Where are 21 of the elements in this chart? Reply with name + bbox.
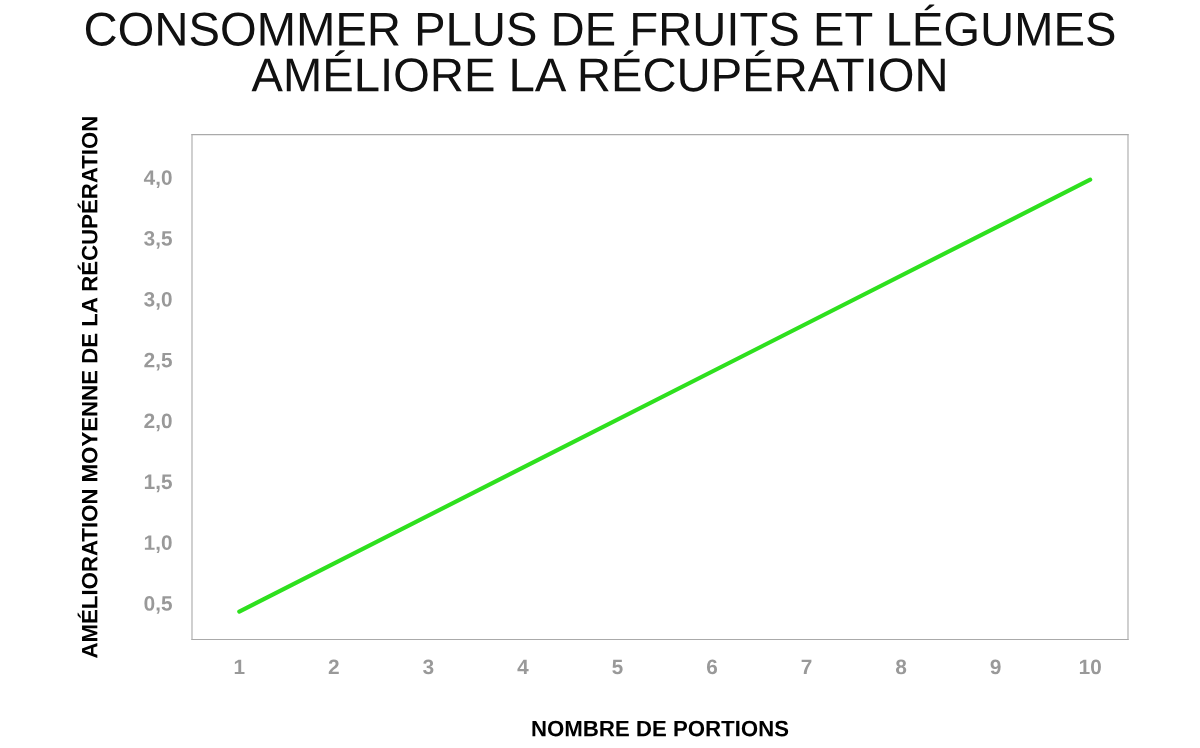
x-tick-label: 2 bbox=[328, 659, 339, 675]
x-tick-label: 1 bbox=[234, 659, 245, 675]
x-tick-label: 6 bbox=[706, 659, 718, 675]
x-tick-label: 4 bbox=[517, 659, 529, 675]
y-axis-title: AMÉLIORATION MOYENNE DE LA RÉCUPÉRATION bbox=[77, 117, 98, 658]
x-tick-label: 7 bbox=[801, 659, 812, 675]
y-tick-label: 2,5 bbox=[144, 352, 172, 371]
x-tick-label: 10 bbox=[1079, 659, 1101, 675]
y-tick-label: 0,5 bbox=[144, 596, 172, 614]
y-tick-label: 4,0 bbox=[143, 170, 172, 188]
x-tick-label: 9 bbox=[990, 659, 1001, 675]
y-tick-label: 1,0 bbox=[144, 535, 172, 553]
y-tick-label: 3,0 bbox=[144, 291, 172, 310]
x-tick-label: 5 bbox=[612, 659, 623, 675]
x-tick-label: 3 bbox=[423, 659, 434, 675]
x-axis-title: NOMBRE DE PORTIONS bbox=[532, 720, 789, 737]
y-tick-label: 2,0 bbox=[144, 413, 172, 432]
y-tick-label: 1,5 bbox=[144, 474, 172, 493]
y-tick-label: 3,5 bbox=[144, 231, 172, 249]
chart-title: CONSOMMER PLUS DE FRUITS ET LÉGUMES AMÉLIORE LA RÉCUPÉRATION bbox=[85, 4, 1115, 92]
x-tick-label: 8 bbox=[895, 659, 907, 675]
